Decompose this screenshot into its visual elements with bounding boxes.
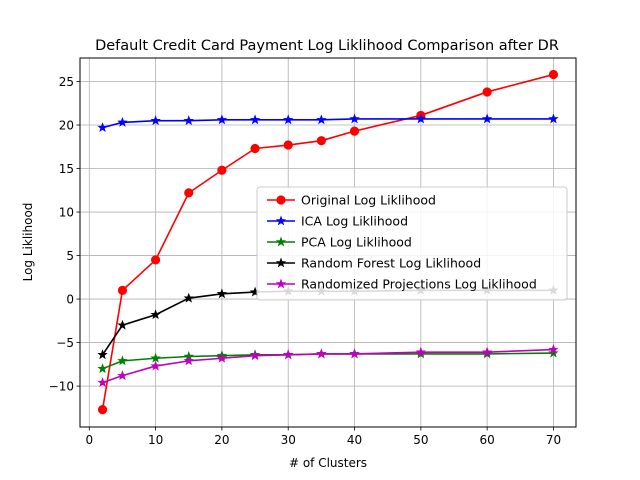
- data-point: [217, 165, 227, 175]
- data-point: [415, 346, 427, 357]
- legend: Original Log Liklihood ICA Log Liklihood P…: [256, 186, 568, 301]
- data-point: [283, 114, 294, 125]
- x-tick-label: 60: [480, 433, 495, 447]
- data-point: [482, 87, 492, 97]
- legend-marker: [276, 195, 286, 205]
- data-point: [283, 140, 293, 150]
- data-point: [316, 348, 327, 359]
- data-point: [97, 377, 108, 388]
- data-point: [548, 344, 559, 354]
- y-tick-label: 20: [59, 119, 74, 133]
- data-point: [316, 136, 326, 146]
- series-0: [97, 69, 559, 415]
- data-point: [150, 309, 161, 320]
- data-point: [150, 352, 161, 363]
- x-tick-label: 0: [85, 433, 93, 447]
- legend-entry: PCA Log Liklihood: [267, 235, 412, 250]
- x-axis: 0 10 20 30 40 50 60 70: [85, 427, 561, 447]
- legend-label: Random Forest Log Liklihood: [301, 256, 481, 271]
- data-point: [216, 288, 228, 299]
- series-4: [97, 344, 559, 388]
- legend-label: Randomized Projections Log Liklihood: [301, 277, 537, 292]
- legend-label: PCA Log Liklihood: [301, 235, 412, 250]
- data-point: [97, 122, 108, 133]
- data-point: [249, 114, 261, 125]
- data-point: [349, 113, 360, 124]
- legend-entry: Random Forest Log Liklihood: [267, 256, 481, 271]
- y-axis-title: Log Liklihood: [21, 203, 35, 282]
- legend-label: Original Log Liklihood: [301, 193, 436, 208]
- legend-marker: [275, 257, 287, 268]
- data-point: [349, 348, 360, 359]
- data-point: [216, 352, 228, 363]
- data-point: [150, 360, 161, 371]
- data-point: [117, 285, 128, 295]
- series-line: [102, 348, 554, 384]
- legend-box: [256, 186, 568, 301]
- data-point: [415, 113, 427, 124]
- data-point: [183, 355, 194, 366]
- y-tick-label: 25: [59, 75, 74, 89]
- y-tick-label: 0: [66, 293, 74, 307]
- data-point: [117, 319, 128, 330]
- legend-label: ICA Log Liklihood: [301, 214, 408, 229]
- data-point: [183, 115, 194, 126]
- legend-entry: Randomized Projections Log Liklihood: [267, 277, 537, 292]
- x-axis-title: # of Clusters: [289, 456, 367, 470]
- y-tick-label: −5: [56, 336, 74, 350]
- series-line: [102, 118, 554, 129]
- data-point: [250, 143, 260, 154]
- data-point: [150, 115, 161, 126]
- plot-frame: [79, 57, 577, 428]
- series-line: [101, 73, 554, 410]
- data-point: [481, 346, 493, 357]
- chart-title: Default Credit Card Payment Log Liklihoo…: [95, 38, 559, 54]
- x-tick-label: 40: [347, 433, 362, 447]
- legend-marker: [275, 278, 287, 289]
- data-point: [548, 69, 559, 80]
- data-point: [117, 355, 128, 366]
- y-axis: −10 −5 0 5 10 15 20 25: [49, 75, 80, 394]
- data-point: [249, 350, 261, 361]
- legend-marker: [275, 215, 287, 226]
- data-point: [548, 113, 559, 124]
- y-tick-label: 5: [66, 249, 74, 263]
- data-point: [97, 349, 108, 360]
- x-tick-label: 20: [214, 433, 229, 447]
- data-point: [316, 114, 327, 125]
- data-point: [117, 116, 128, 127]
- data-point: [548, 347, 559, 358]
- data-point: [283, 349, 294, 360]
- x-tick-label: 50: [413, 433, 428, 447]
- data-point: [216, 114, 228, 125]
- y-tick-label: 10: [59, 206, 74, 220]
- data-point: [117, 370, 128, 381]
- data-point: [481, 113, 493, 124]
- legend-marker: [275, 236, 287, 247]
- x-tick-label: 30: [281, 433, 296, 447]
- y-tick-label: 15: [59, 162, 74, 176]
- data-point: [97, 363, 108, 374]
- x-tick-label: 70: [546, 433, 561, 447]
- legend-entry: ICA Log Liklihood: [267, 214, 408, 229]
- legend-entry: Original Log Liklihood: [267, 193, 436, 208]
- data-point: [184, 188, 194, 198]
- data-point: [349, 126, 360, 136]
- series-1: [97, 113, 559, 133]
- data-point: [97, 404, 108, 415]
- y-tick-label: −10: [49, 380, 74, 394]
- x-tick-label: 10: [148, 433, 163, 447]
- data-point: [150, 255, 161, 265]
- data-point: [183, 292, 194, 303]
